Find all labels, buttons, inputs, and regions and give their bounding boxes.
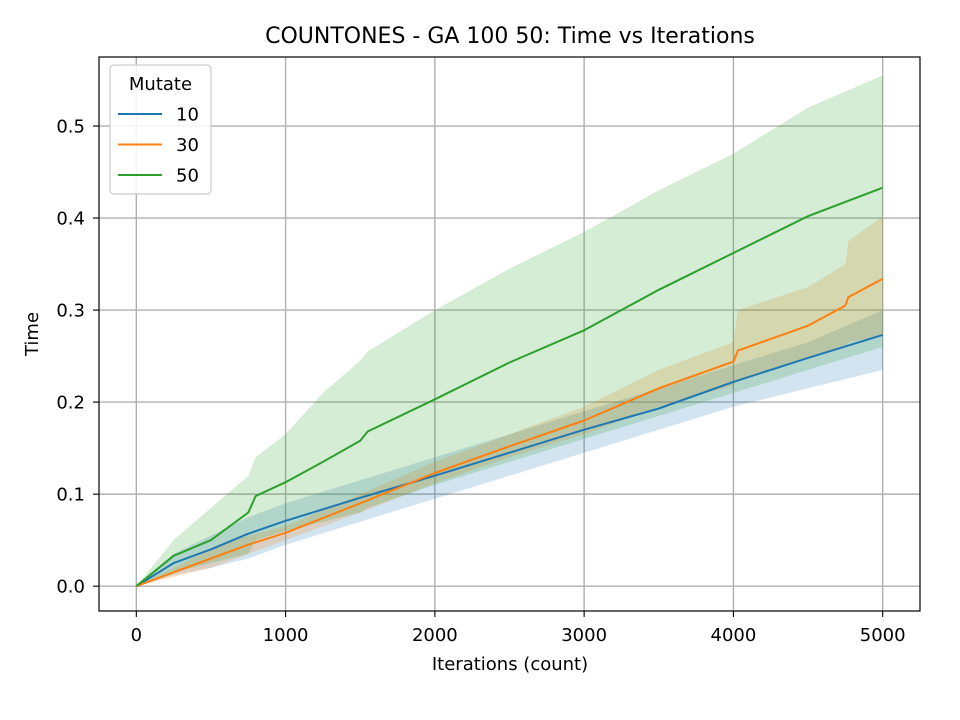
y-tick-label: 0.1 [56,485,85,506]
x-tick-label: 3000 [561,625,607,646]
y-tick-label: 0.4 [56,209,85,230]
series-line-mutate-30 [135,277,884,588]
x-tick-label: 0 [131,625,142,646]
y-tick-label: 0.0 [56,577,85,598]
confidence-band-mutate-50 [136,75,883,587]
axis-ticks: 0 1000 2000 3000 4000 5000 0.0 0.1 0.2 0.3 0.4 0.5 [56,117,905,646]
plot-frame [98,56,921,612]
legend-box [109,64,212,195]
legend-label-mutate-10: 10 [176,105,199,126]
y-axis-label: Time [22,312,43,357]
x-tick-label: 5000 [860,625,906,646]
y-tick-label: 0.3 [56,301,85,322]
x-tick-label: 1000 [263,625,309,646]
x-axis-label: Iterations (count) [432,654,588,675]
chart-title: COUNTONES - GA 100 50: Time vs Iteration… [265,24,755,49]
series-lines [135,186,884,588]
x-tick-label: 4000 [711,625,757,646]
legend-label-mutate-30: 30 [176,135,199,156]
y-tick-label: 0.5 [56,117,85,138]
legend-title: Mutate [129,74,192,95]
series-line-mutate-10 [135,333,883,588]
legend-label-mutate-50: 50 [176,166,199,187]
grid [99,57,920,611]
x-tick-label: 2000 [412,625,458,646]
legend: Mutate 10 30 50 [109,64,212,195]
series-line-mutate-50 [135,186,884,587]
y-tick-label: 0.2 [56,393,85,414]
